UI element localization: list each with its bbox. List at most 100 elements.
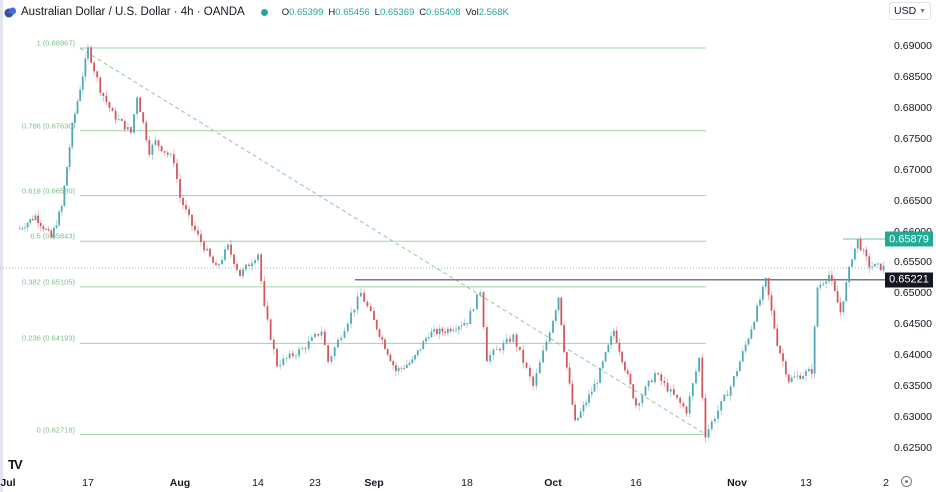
candle-body bbox=[73, 113, 76, 124]
open-label: O bbox=[281, 6, 290, 18]
candle-body bbox=[157, 140, 160, 147]
candle-body bbox=[599, 368, 601, 383]
candle-body bbox=[770, 295, 773, 311]
candle-body bbox=[444, 331, 447, 333]
candle-body bbox=[466, 323, 468, 324]
chart-settings-icon[interactable] bbox=[901, 476, 912, 487]
candle-body bbox=[343, 331, 346, 338]
candle-body bbox=[84, 58, 87, 77]
candle-body bbox=[288, 353, 291, 359]
volume-value: 2.568K bbox=[478, 6, 509, 18]
candle-body bbox=[120, 119, 123, 121]
candle-body bbox=[799, 375, 802, 379]
candle-body bbox=[160, 146, 163, 152]
candle-body bbox=[422, 341, 425, 350]
candle-body bbox=[425, 338, 427, 342]
candle-body bbox=[369, 306, 372, 311]
candle-body bbox=[307, 340, 310, 349]
candle-body bbox=[582, 404, 585, 412]
candle-body bbox=[269, 319, 272, 340]
price-axis-label: 0.63000 bbox=[894, 411, 932, 424]
candle-body bbox=[81, 76, 84, 90]
candle-body bbox=[58, 211, 61, 226]
candle-body bbox=[68, 147, 71, 167]
candle-body bbox=[221, 259, 223, 265]
candle-body bbox=[779, 345, 782, 354]
price-axis-label: 0.69000 bbox=[894, 40, 932, 52]
tradingview-logo[interactable]: TV bbox=[8, 457, 23, 472]
candle-body bbox=[356, 296, 359, 310]
candle-body bbox=[233, 254, 235, 265]
candle-body bbox=[350, 312, 352, 324]
candle-body bbox=[621, 351, 624, 363]
candle-body bbox=[245, 264, 247, 270]
candle-body bbox=[242, 269, 244, 277]
price-axis-label: 0.67000 bbox=[894, 163, 932, 176]
candle-body bbox=[828, 275, 830, 282]
low-label: L bbox=[374, 6, 380, 18]
candle-body bbox=[285, 358, 288, 359]
candle-body bbox=[482, 292, 485, 328]
candle-body bbox=[845, 282, 848, 302]
candle-body bbox=[512, 334, 515, 342]
candle-body bbox=[638, 403, 641, 406]
symbol-header: Australian Dollar / U.S. Dollar · 4h · O… bbox=[4, 3, 509, 21]
candle-body bbox=[76, 100, 79, 114]
time-axis-label: 18 bbox=[461, 477, 473, 489]
fib-level-label: 0.618 (0.66580) bbox=[22, 186, 75, 196]
price-axis-label: 0.64500 bbox=[894, 318, 932, 331]
candle-body bbox=[753, 321, 756, 330]
symbol-title[interactable]: Australian Dollar / U.S. Dollar · 4h · O… bbox=[21, 6, 245, 18]
candle-body bbox=[176, 163, 178, 179]
candle-body bbox=[188, 209, 190, 215]
candle-body bbox=[185, 205, 187, 210]
candle-body bbox=[320, 331, 323, 336]
candle-body bbox=[392, 361, 395, 366]
price-axis-label: 0.66500 bbox=[894, 194, 932, 207]
candle-body bbox=[862, 249, 865, 251]
candle-body bbox=[154, 140, 157, 145]
candle-body bbox=[489, 355, 492, 362]
candle-body bbox=[688, 396, 691, 414]
candle-body bbox=[868, 256, 871, 268]
candle-body bbox=[736, 371, 738, 377]
candle-body bbox=[179, 178, 181, 198]
candle-body bbox=[414, 355, 416, 360]
candle-body bbox=[463, 323, 466, 326]
candle-body bbox=[403, 367, 405, 369]
candle-body bbox=[629, 373, 632, 385]
candle-body bbox=[394, 365, 397, 372]
candle-body bbox=[373, 310, 375, 320]
candle-body bbox=[200, 234, 202, 243]
candle-body bbox=[519, 346, 521, 350]
candle-body bbox=[384, 339, 386, 350]
high-value: 0.65456 bbox=[335, 6, 370, 18]
candle-body bbox=[856, 239, 859, 249]
price-axis-label: 0.63500 bbox=[894, 380, 932, 393]
candle-body bbox=[455, 329, 457, 331]
candle-body bbox=[282, 358, 285, 366]
candle-body bbox=[63, 185, 66, 207]
candle-body bbox=[810, 369, 813, 374]
time-axis-label: Sep bbox=[364, 477, 384, 489]
candle-body bbox=[460, 325, 463, 327]
candle-body bbox=[87, 47, 89, 59]
candle-body bbox=[882, 265, 885, 271]
fib-level-label: 0.786 (0.67630) bbox=[22, 121, 75, 131]
candle-body bbox=[310, 337, 313, 341]
time-axis-label: Oct bbox=[544, 477, 562, 489]
candle-body bbox=[96, 71, 99, 78]
candle-body bbox=[557, 297, 560, 311]
candle-body bbox=[203, 242, 205, 251]
currency-selector[interactable]: USD ▼ bbox=[889, 2, 931, 20]
candle-body bbox=[522, 349, 525, 363]
candle-body bbox=[666, 382, 669, 392]
candle-body bbox=[701, 357, 704, 398]
candle-body bbox=[438, 328, 441, 335]
candle-body bbox=[830, 275, 833, 281]
fib-level-label: 0.236 (0.64193) bbox=[22, 333, 75, 343]
candle-body bbox=[542, 350, 544, 363]
candle-body bbox=[400, 367, 403, 369]
low-value: 0.65369 bbox=[379, 6, 415, 18]
